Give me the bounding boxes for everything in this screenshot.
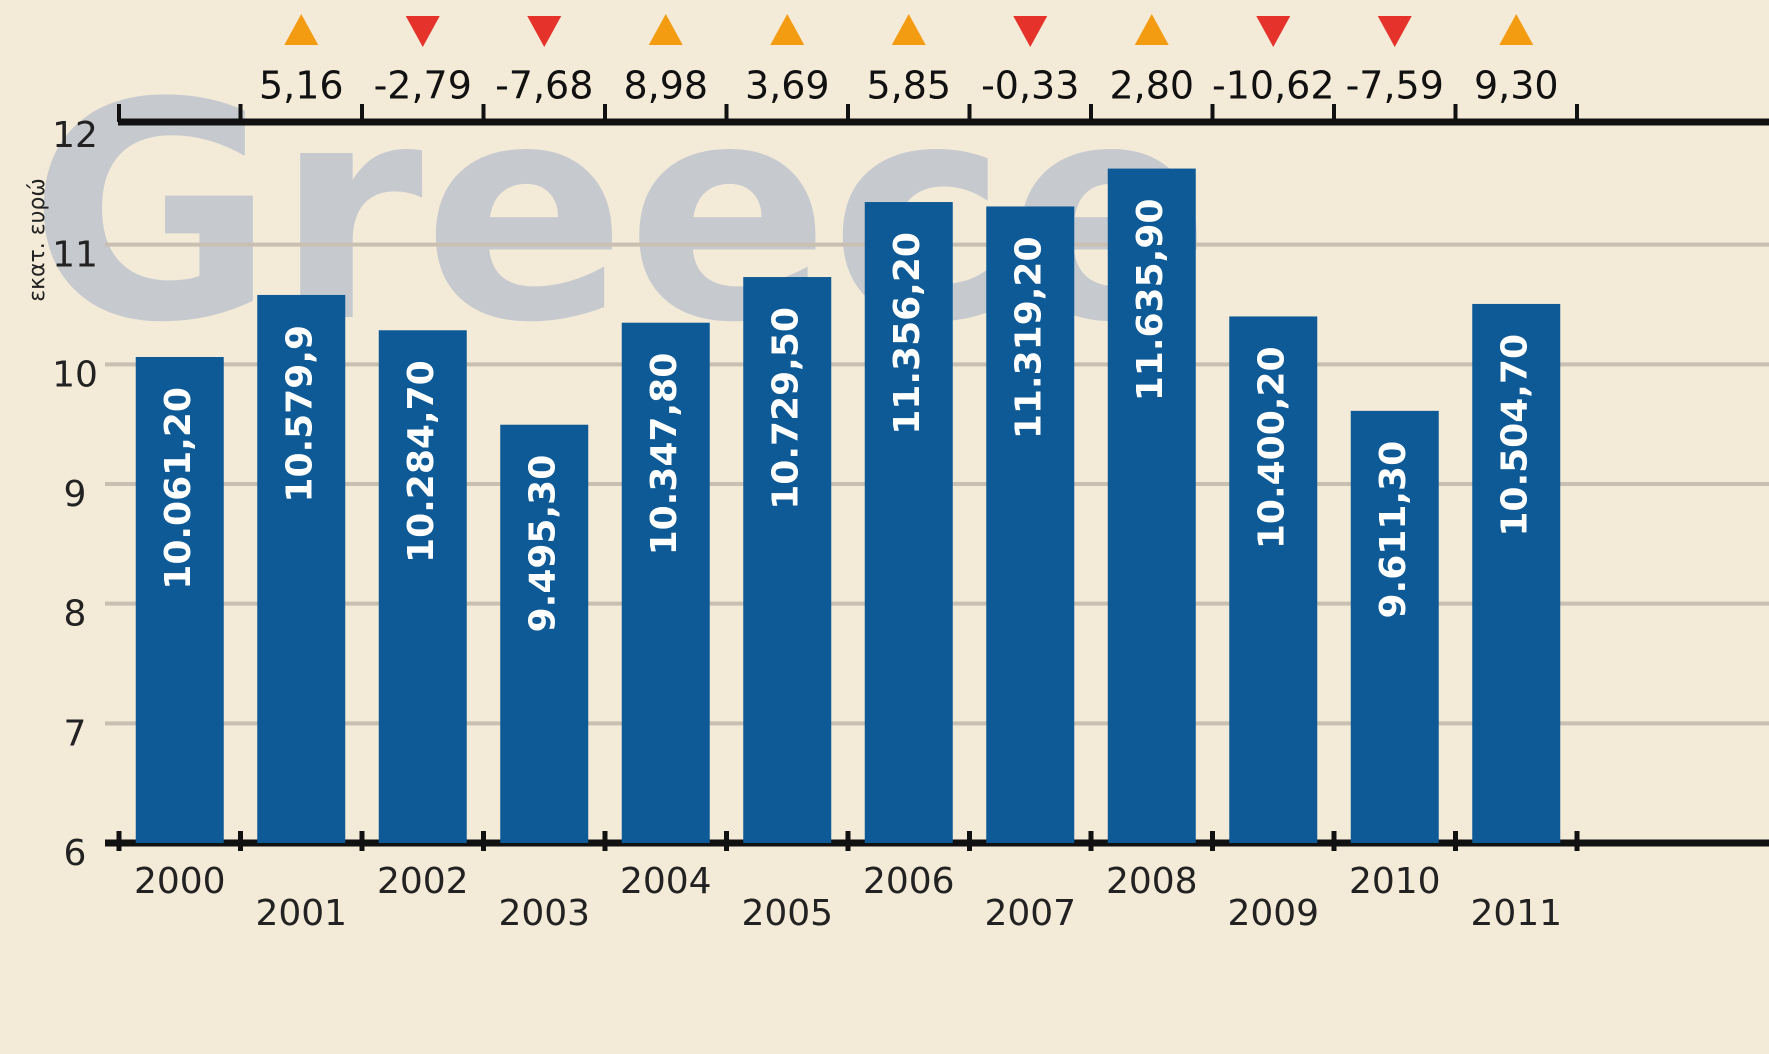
value-label: 10.284,70 xyxy=(401,360,442,563)
x-tick-label: 2006 xyxy=(863,861,955,902)
value-label: 10.061,20 xyxy=(158,387,199,590)
change-label: -7,68 xyxy=(495,64,593,108)
value-label: 10.579,9 xyxy=(279,325,320,503)
y-tick-label: 12 xyxy=(52,115,98,156)
value-label: 9.495,30 xyxy=(522,455,563,633)
change-label: 8,98 xyxy=(623,64,708,108)
y-tick-label: 6 xyxy=(64,833,87,874)
change-label: 5,16 xyxy=(259,64,344,108)
x-tick-label: 2005 xyxy=(741,893,833,934)
x-tick-label: 2010 xyxy=(1349,861,1441,902)
value-label: 10.347,80 xyxy=(644,353,685,556)
value-label: 11.356,20 xyxy=(887,232,928,435)
value-label: 11.635,90 xyxy=(1130,199,1171,402)
y-axis-label: εκατ. ευρώ xyxy=(25,178,50,302)
change-label: -10,62 xyxy=(1212,64,1335,108)
x-tick-label: 2002 xyxy=(377,861,469,902)
x-tick-label: 2007 xyxy=(984,893,1076,934)
change-label: 2,80 xyxy=(1109,64,1194,108)
value-label: 10.504,70 xyxy=(1494,334,1535,537)
change-label: -0,33 xyxy=(981,64,1079,108)
y-tick-label: 10 xyxy=(52,354,98,395)
value-label: 9.611,30 xyxy=(1373,441,1414,619)
y-tick-label: 9 xyxy=(64,474,87,515)
value-label: 10.400,20 xyxy=(1251,346,1292,549)
y-tick-label: 7 xyxy=(64,713,87,754)
x-tick-label: 2000 xyxy=(134,861,226,902)
x-tick-label: 2011 xyxy=(1470,893,1562,934)
y-tick-label: 8 xyxy=(64,594,87,635)
chart: Greece εκατ. ευρώ 6789101112200010.061,2… xyxy=(0,0,1769,1054)
change-label: 3,69 xyxy=(745,64,830,108)
x-tick-label: 2001 xyxy=(255,893,347,934)
x-tick-label: 2008 xyxy=(1106,861,1198,902)
x-tick-label: 2003 xyxy=(498,893,590,934)
x-tick-label: 2009 xyxy=(1227,893,1319,934)
change-label: 5,85 xyxy=(866,64,951,108)
change-label: -7,59 xyxy=(1346,64,1444,108)
y-tick-label: 11 xyxy=(52,235,98,276)
change-label: -2,79 xyxy=(374,64,472,108)
change-label: 9,30 xyxy=(1474,64,1559,108)
value-label: 10.729,50 xyxy=(765,307,806,510)
x-tick-label: 2004 xyxy=(620,861,712,902)
value-label: 11.319,20 xyxy=(1008,236,1049,439)
